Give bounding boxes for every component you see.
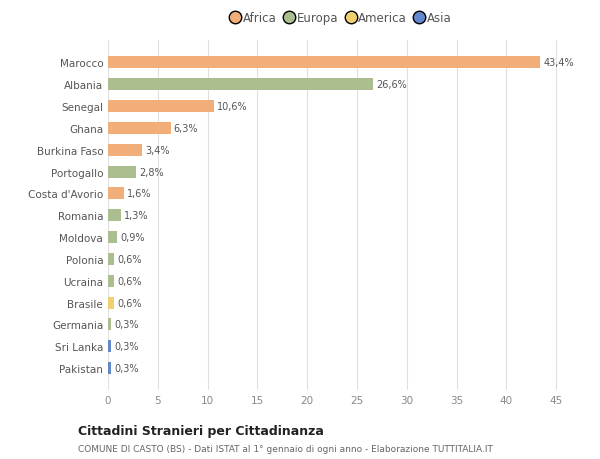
Bar xyxy=(108,341,111,353)
Text: 0,3%: 0,3% xyxy=(114,364,139,373)
Text: 1,3%: 1,3% xyxy=(124,211,148,221)
Bar xyxy=(108,101,214,113)
Bar xyxy=(108,57,540,69)
Bar xyxy=(108,144,142,157)
Text: 2,8%: 2,8% xyxy=(139,167,163,177)
Text: 6,3%: 6,3% xyxy=(174,123,198,134)
Text: 43,4%: 43,4% xyxy=(543,58,574,68)
Text: Cittadini Stranieri per Cittadinanza: Cittadini Stranieri per Cittadinanza xyxy=(78,424,324,437)
Bar xyxy=(108,275,114,287)
Bar xyxy=(108,297,114,309)
Text: 0,3%: 0,3% xyxy=(114,320,139,330)
Bar xyxy=(108,231,117,244)
Bar xyxy=(108,166,136,178)
Bar xyxy=(108,362,111,374)
Text: 0,6%: 0,6% xyxy=(117,298,142,308)
Bar xyxy=(108,188,124,200)
Text: 0,6%: 0,6% xyxy=(117,254,142,264)
Bar xyxy=(108,79,373,91)
Text: 10,6%: 10,6% xyxy=(217,102,247,112)
Legend: Africa, Europa, America, Asia: Africa, Europa, America, Asia xyxy=(232,12,452,25)
Text: 3,4%: 3,4% xyxy=(145,146,169,155)
Text: 1,6%: 1,6% xyxy=(127,189,151,199)
Bar xyxy=(108,210,121,222)
Text: 0,6%: 0,6% xyxy=(117,276,142,286)
Text: 0,3%: 0,3% xyxy=(114,341,139,352)
Text: COMUNE DI CASTO (BS) - Dati ISTAT al 1° gennaio di ogni anno - Elaborazione TUTT: COMUNE DI CASTO (BS) - Dati ISTAT al 1° … xyxy=(78,444,493,453)
Text: 26,6%: 26,6% xyxy=(376,80,407,90)
Bar xyxy=(108,253,114,265)
Bar xyxy=(108,319,111,330)
Bar xyxy=(108,123,171,134)
Text: 0,9%: 0,9% xyxy=(120,233,145,242)
